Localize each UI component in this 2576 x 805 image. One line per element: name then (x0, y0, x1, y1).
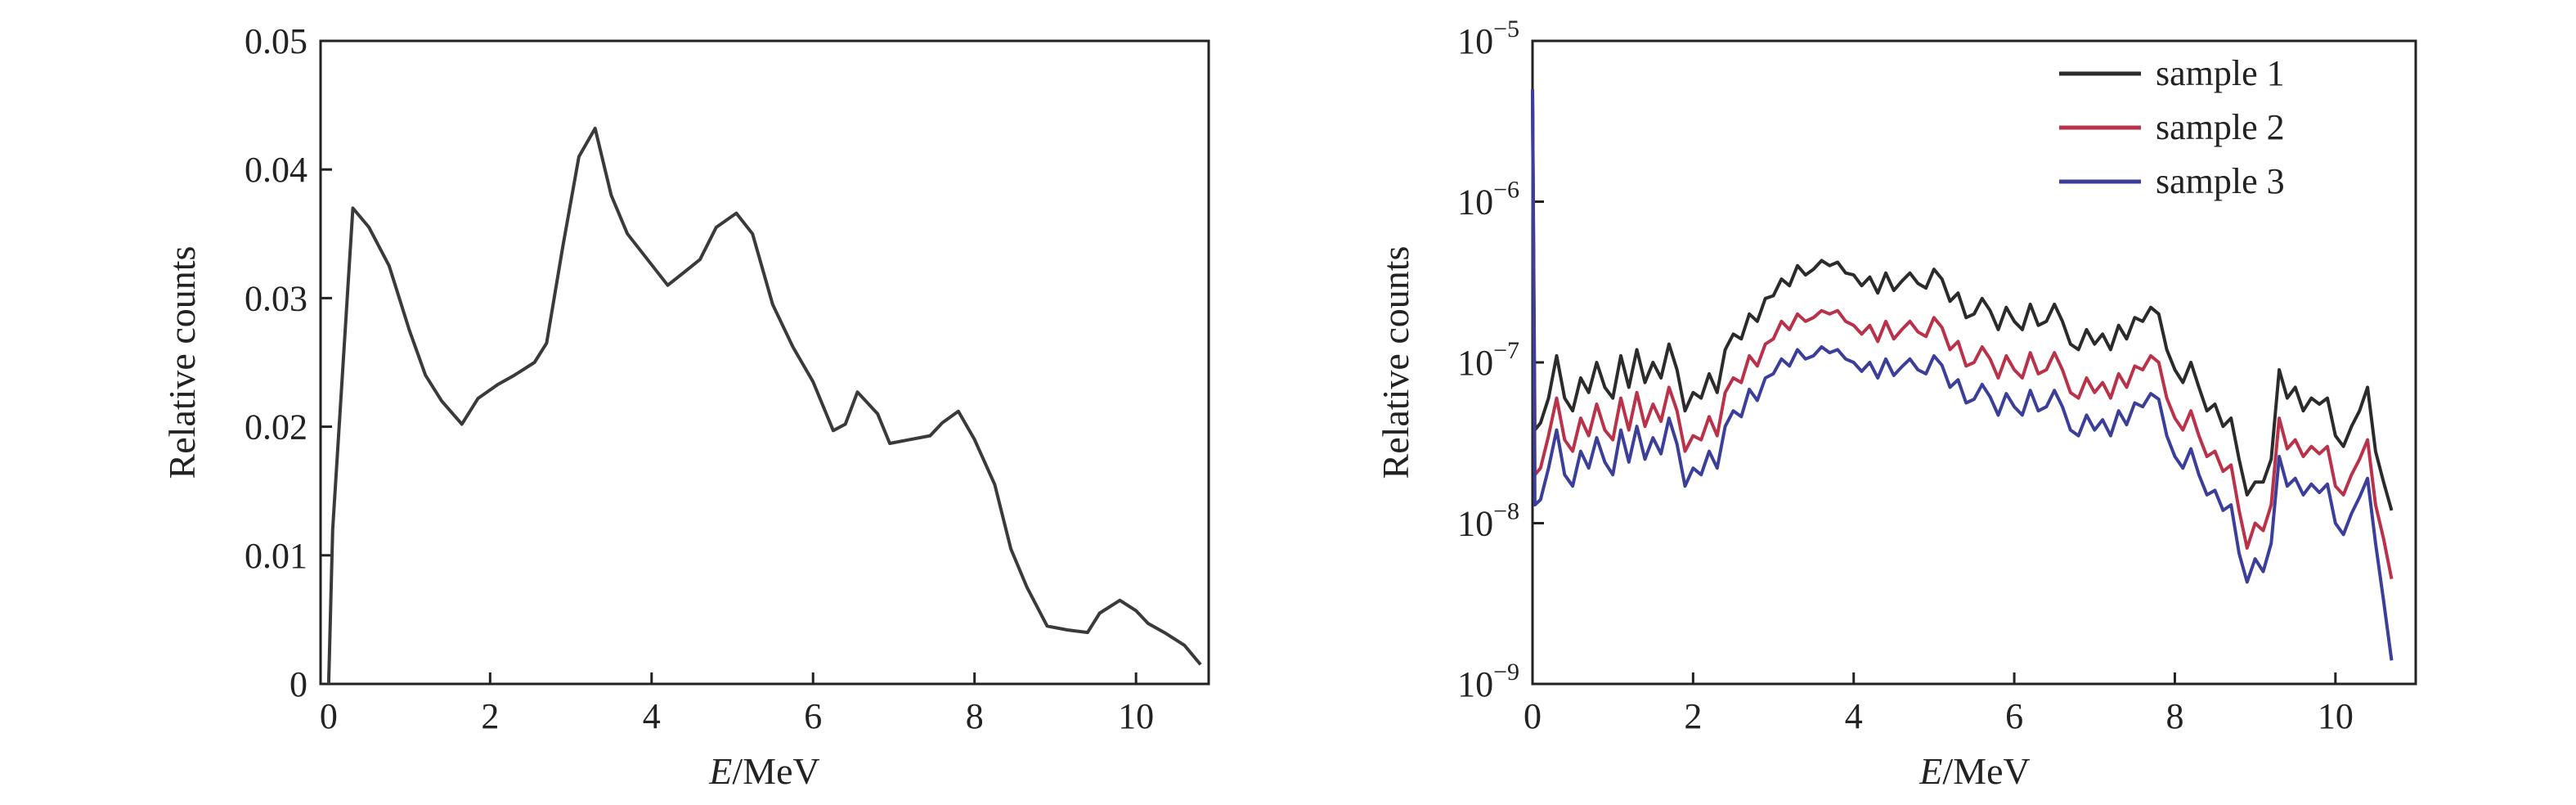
chart-right: 10−910−810−710−610−5 0 2 4 6 8 10 sample 1sam… (1375, 16, 2417, 792)
y-tick-label-left: 0.04 (245, 150, 307, 190)
x-axis-label-left-var: E (708, 750, 732, 792)
x-tick-label-left: 2 (481, 696, 499, 736)
legend-label-sample-2: sample 2 (2156, 107, 2285, 147)
series-lines-right (1531, 89, 2394, 661)
x-tick-label-left: 10 (1118, 696, 1154, 736)
y-tick-label-right: 10−6 (1457, 177, 1519, 223)
x-axis-label-right-var: E (1919, 750, 1942, 792)
series-line-sample-1 (1531, 89, 2394, 511)
x-tick-label-left: 8 (966, 696, 984, 736)
y-tick-label-right: 10−7 (1457, 337, 1519, 383)
y-tick-label-right: 10−8 (1457, 498, 1519, 544)
x-tick-label-left: 4 (643, 696, 661, 736)
x-axis-label-right-unit: /MeV (1942, 750, 2030, 792)
legend-label-sample-1: sample 1 (2156, 53, 2285, 93)
x-ticks-left: 0 2 4 6 8 10 (320, 672, 1154, 736)
x-tick-label-right: 0 (1524, 696, 1542, 736)
x-tick-label-right: 6 (2005, 696, 2023, 736)
legend-label-sample-3: sample 3 (2156, 161, 2285, 201)
x-tick-label-right: 8 (2165, 696, 2183, 736)
plot-frame-left (319, 39, 1210, 686)
series-lines-left (326, 126, 1202, 685)
y-tick-label-right: 10−5 (1457, 16, 1519, 61)
x-axis-label-left-unit: /MeV (732, 750, 819, 792)
y-tick-label-left: 0.02 (245, 407, 307, 447)
series-line-left (326, 126, 1202, 685)
x-tick-label-right: 4 (1845, 696, 1863, 736)
y-tick-label-left: 0 (289, 664, 307, 704)
y-ticks-right: 10−9 10−8 10−7 10−6 10−5 (1457, 16, 1544, 704)
x-ticks-right: 0 2 4 6 8 10 (1524, 672, 2354, 736)
legend: sample 1 sample 2 sample 3 (2059, 53, 2285, 201)
chart-left: 0 0.01 0.02 0.03 0.04 0.05 0 2 4 6 8 10 Relative c… (161, 21, 1210, 792)
y-tick-label-left: 0.01 (245, 536, 307, 576)
x-tick-label-right: 2 (1684, 696, 1702, 736)
y-axis-label-right: Relative counts (1375, 246, 1416, 479)
x-axis-label-left: E/MeV (708, 750, 819, 792)
series-line-sample-3 (1531, 89, 2394, 661)
y-tick-label-right: 10−9 (1457, 659, 1519, 704)
y-tick-label-left: 0.05 (245, 21, 307, 61)
y-axis-label-left: Relative counts (161, 246, 203, 479)
x-tick-label-left: 6 (804, 696, 822, 736)
x-tick-label-left: 0 (320, 696, 338, 736)
y-tick-label-left: 0.03 (245, 278, 307, 318)
x-tick-label-right: 10 (2318, 696, 2354, 736)
x-axis-label-right: E/MeV (1919, 750, 2030, 792)
y-ticks-left: 0 0.01 0.02 0.03 0.04 0.05 (245, 21, 332, 704)
series-line-sample-2 (1531, 89, 2394, 579)
